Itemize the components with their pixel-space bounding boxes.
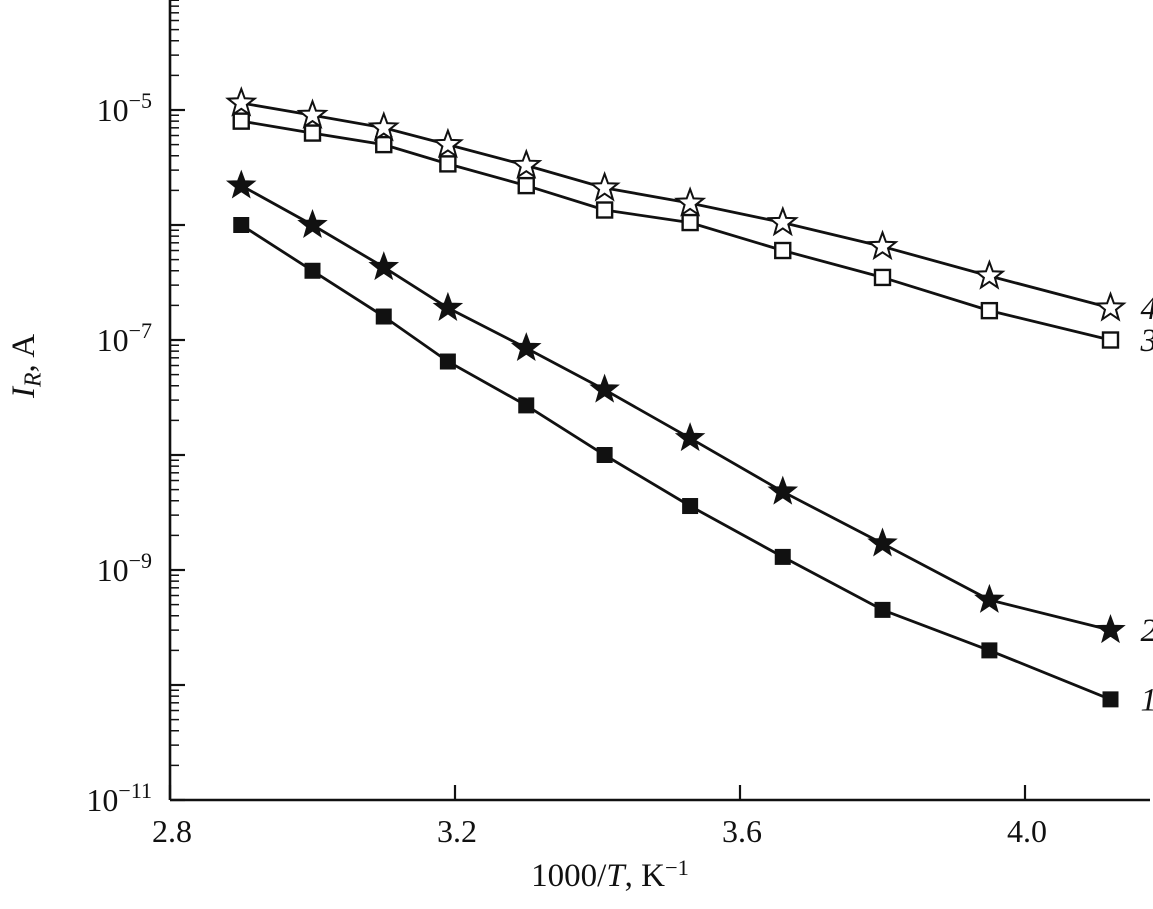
open-star-marker [431, 127, 464, 159]
y-axis-unit: , A [6, 333, 42, 373]
open-square-marker [1101, 331, 1120, 349]
open-star-marker [1094, 290, 1127, 322]
series-1-markers [233, 217, 1119, 708]
filled-square-marker [774, 548, 791, 565]
open-square-marker [375, 135, 393, 154]
filled-star-marker [674, 422, 706, 452]
filled-square-marker [375, 308, 392, 325]
filled-square-marker [439, 353, 456, 370]
filled-star-marker [867, 527, 898, 557]
open-square-marker [439, 155, 457, 173]
filled-star-marker [432, 291, 464, 321]
series-4-label: 4 [1141, 291, 1153, 327]
filled-star-marker [225, 169, 257, 199]
open-star-marker [510, 148, 543, 180]
y-tick-label: 10−5 [97, 88, 152, 128]
y-axis-title: IR, A [6, 334, 48, 398]
x-tick-label: 4.0 [1007, 813, 1047, 849]
filled-square-marker [304, 262, 321, 279]
filled-star-marker [297, 208, 328, 238]
x-tick-label: 3.6 [722, 813, 762, 849]
open-star-marker [866, 229, 899, 261]
x-axis-unit: , K [624, 858, 665, 895]
x-axis-title: 1000/T, K−1 [170, 855, 1050, 895]
filled-star-marker [1095, 614, 1126, 644]
open-square-marker [980, 301, 999, 320]
x-axis-variable: T [606, 858, 625, 895]
series-3-markers [232, 112, 1120, 349]
open-star-marker [766, 205, 799, 237]
series-1-line [240, 223, 1112, 701]
filled-star-marker [510, 332, 542, 362]
filled-square-marker [981, 642, 998, 659]
x-tick-label: 3.2 [437, 813, 477, 849]
series-2-label: 2 [1141, 613, 1153, 649]
y-tick-label: 10−9 [97, 548, 152, 588]
open-star-marker [674, 186, 707, 217]
open-square-marker [517, 176, 535, 195]
open-square-marker [303, 124, 322, 142]
series-3-label: 3 [1140, 323, 1153, 359]
x-axis-prefix: 1000/ [531, 858, 607, 895]
open-star-marker [588, 170, 621, 202]
open-square-marker [774, 241, 792, 260]
y-axis-subscript: R [20, 372, 47, 387]
series-markers: 1 2 34 [225, 86, 1153, 718]
filled-square-marker [233, 217, 250, 233]
y-axis-variable: I [6, 387, 42, 398]
filled-star-marker [974, 583, 1005, 613]
filled-star-marker [589, 373, 620, 403]
filled-square-marker [596, 447, 613, 463]
filled-square-marker [1102, 691, 1119, 708]
open-square-marker [873, 268, 892, 287]
open-star-marker [973, 259, 1006, 290]
y-tick-label: 10−11 [86, 778, 152, 818]
series-2-line [240, 184, 1111, 632]
series-lines [240, 101, 1112, 701]
series-1-label: 1 [1141, 682, 1153, 718]
series-4-markers [225, 86, 1127, 322]
open-star-marker [225, 86, 258, 117]
open-star-marker [296, 98, 329, 129]
filled-star-marker [368, 251, 400, 281]
x-axis-exponent: −1 [665, 855, 689, 880]
filled-square-marker [682, 498, 699, 515]
series-2-markers [225, 169, 1126, 644]
filled-square-marker [874, 601, 891, 618]
open-square-marker [595, 201, 614, 219]
open-square-marker [232, 112, 250, 130]
filled-square-marker [518, 397, 535, 414]
series-4-line [241, 101, 1111, 310]
x-tick-label: 2.8 [152, 813, 192, 849]
open-square-marker [681, 213, 699, 232]
open-star-marker [367, 110, 400, 142]
filled-star-marker [767, 475, 799, 505]
y-tick-label: 10−7 [97, 318, 152, 358]
